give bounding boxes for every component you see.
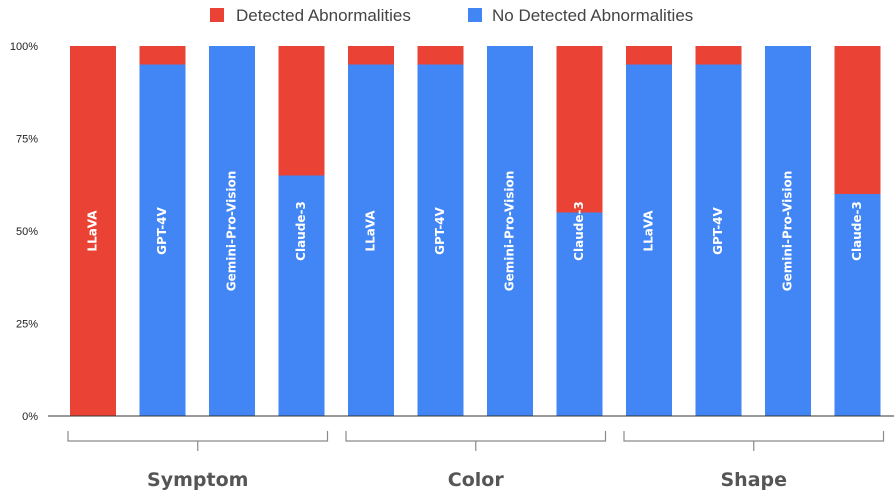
bar-no-detected-abnormalities-claude-3 <box>834 194 881 416</box>
group-label-symptom: Symptom <box>147 469 248 491</box>
bar-detected-abnormalities-llava <box>348 46 394 65</box>
legend-label-no-detected-abnormalities: No Detected Abnormalities <box>492 6 693 25</box>
bar-detected-abnormalities-llava <box>70 46 116 416</box>
bar-detected-abnormalities-gpt-4v <box>695 46 742 65</box>
y-tick-label: 50% <box>16 226 38 238</box>
y-tick-label: 25% <box>16 319 38 331</box>
bar-category-label: Gemini-Pro-Vision <box>225 171 239 292</box>
bar-no-detected-abnormalities-llava <box>626 64 672 416</box>
legend-swatch-detected-abnormalities <box>210 8 224 22</box>
bar-category-label: GPT-4V <box>711 206 725 254</box>
y-tick-label: 75% <box>16 134 38 146</box>
bar-category-label: Claude-3 <box>294 201 308 261</box>
group-brackets: Symptom Color Shape <box>67 431 885 491</box>
bar-detected-abnormalities-gpt-4v <box>417 46 464 65</box>
bar-detected-abnormalities-claude-3 <box>278 46 325 176</box>
bar-detected-abnormalities-claude-3 <box>556 46 603 213</box>
bar-detected-abnormalities-gpt-4v <box>139 46 186 65</box>
bar-category-label: LLaVA <box>86 210 100 252</box>
bar-no-detected-abnormalities-gemini-pro-vision <box>487 46 533 416</box>
group-bracket-shape <box>623 431 885 451</box>
bar-no-detected-abnormalities-claude-3 <box>278 175 325 416</box>
bar-category-label: GPT-4V <box>155 206 169 254</box>
bar-labels: LLaVA GPT-4V Gemini-Pro-Vision Claude-3 LLaV… <box>86 171 865 292</box>
bar-no-detected-abnormalities-gemini-pro-vision <box>209 46 255 416</box>
bar-no-detected-abnormalities-gpt-4v <box>139 64 186 416</box>
bar-category-label: Gemini-Pro-Vision <box>503 171 517 292</box>
bar-no-detected-abnormalities-claude-3 <box>556 212 603 416</box>
bar-category-label: LLaVA <box>642 210 656 252</box>
y-axis: 0% 25% 50% 75% 100% <box>10 41 38 423</box>
bar-detected-abnormalities-claude-3 <box>834 46 881 194</box>
y-tick-label: 100% <box>10 41 38 53</box>
group-bracket-color <box>345 431 607 451</box>
group-bracket-symptom <box>67 431 329 451</box>
bar-category-label: Gemini-Pro-Vision <box>781 171 795 292</box>
y-tick-label: 0% <box>22 411 38 423</box>
legend: Detected Abnormalities No Detected Abnorm… <box>210 6 693 25</box>
bar-category-label: Claude-3 <box>850 201 864 261</box>
bars <box>70 46 881 416</box>
legend-label-detected-abnormalities: Detected Abnormalities <box>236 6 411 25</box>
bar-category-label: Claude-3 <box>572 201 586 261</box>
group-label-color: Color <box>448 469 505 491</box>
bar-no-detected-abnormalities-gpt-4v <box>695 64 742 416</box>
bar-no-detected-abnormalities-gpt-4v <box>417 64 464 416</box>
bar-no-detected-abnormalities-llava <box>348 64 394 416</box>
bar-category-label: GPT-4V <box>433 206 447 254</box>
legend-swatch-no-detected-abnormalities <box>468 8 482 22</box>
bar-category-label: LLaVA <box>364 210 378 252</box>
bar-no-detected-abnormalities-gemini-pro-vision <box>765 46 811 416</box>
bar-detected-abnormalities-llava <box>626 46 672 65</box>
group-label-shape: Shape <box>720 469 787 491</box>
